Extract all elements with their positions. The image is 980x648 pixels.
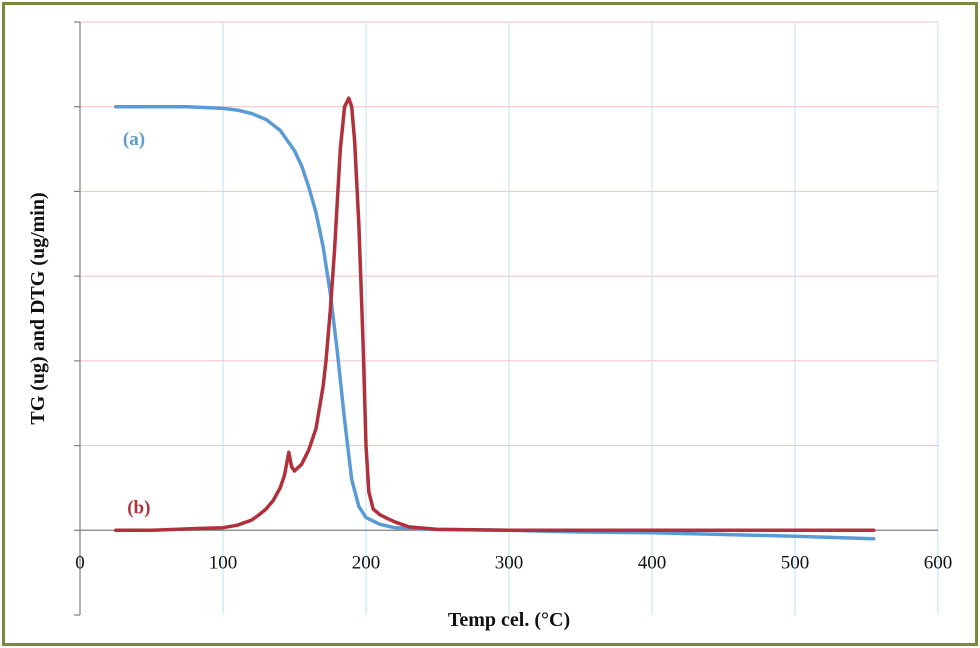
x-tick-label: 100 [209, 552, 238, 573]
x-axis-title: Temp cel. (°C) [448, 609, 570, 631]
x-tick-label: 400 [638, 552, 667, 573]
series-line-a [114, 104, 876, 541]
series-label-b: (b) [127, 497, 150, 518]
series-label-a: (a) [123, 129, 145, 150]
x-tick-label: 600 [924, 552, 953, 573]
x-tick-label: 200 [352, 552, 381, 573]
series-line-b [114, 96, 876, 533]
x-tick-label: 300 [495, 552, 524, 573]
x-tick-label: 500 [781, 552, 810, 573]
x-tick-label: 0 [75, 552, 85, 573]
y-axis-title: TG (ug) and DTG (ug/min) [27, 192, 49, 424]
